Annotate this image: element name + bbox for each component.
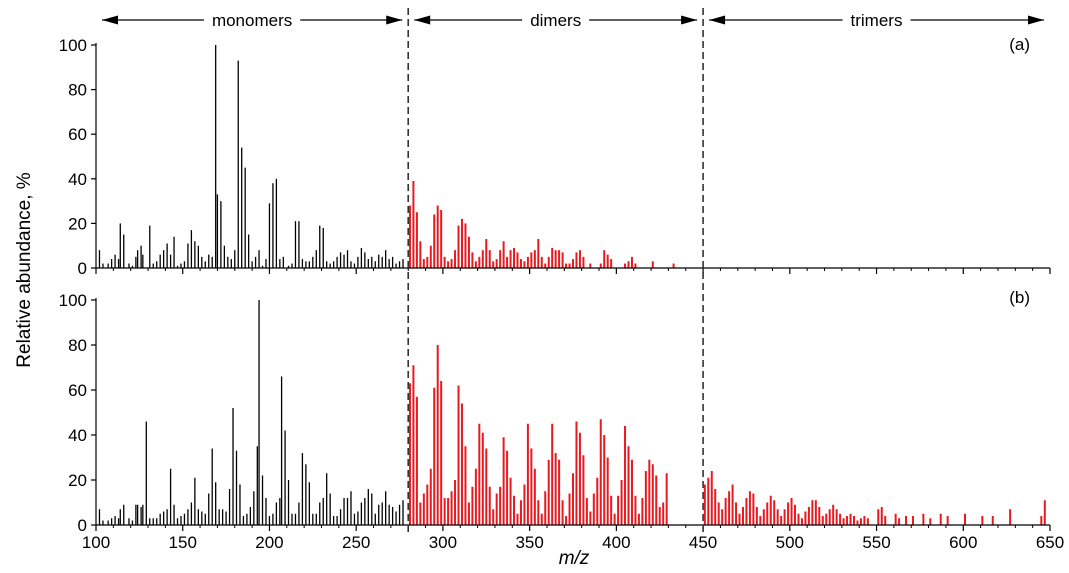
region-label-dimers: dimers: [530, 11, 581, 30]
x-tick-label-100: 100: [82, 533, 110, 552]
y-tick-label-a-20: 20: [68, 214, 87, 233]
x-tick-label-550: 550: [862, 533, 890, 552]
x-tick-label-200: 200: [255, 533, 283, 552]
y-tick-label-b-80: 80: [68, 336, 87, 355]
x-tick-label-350: 350: [515, 533, 543, 552]
x-tick-label-150: 150: [169, 533, 197, 552]
bars-layer: [98, 45, 1046, 525]
x-tick-label-650: 650: [1036, 533, 1064, 552]
region-label-monomers: monomers: [212, 11, 292, 30]
region-arrowhead-left-dimers: [414, 15, 431, 25]
y-tick-label-a-40: 40: [68, 170, 87, 189]
region-arrowhead-left-trimers: [709, 15, 726, 25]
x-tick-label-450: 450: [689, 533, 717, 552]
y-tick-label-a-100: 100: [59, 36, 87, 55]
region-arrowhead-right-trimers: [1028, 15, 1044, 25]
panel-b-label: (b): [1009, 288, 1030, 307]
region-arrowhead-right-monomers: [386, 15, 403, 25]
y-tick-label-b-40: 40: [68, 426, 87, 445]
x-tick-label-400: 400: [602, 533, 630, 552]
y-tick-label-a-80: 80: [68, 81, 87, 100]
x-tick-label-600: 600: [949, 533, 977, 552]
text-layer: Relative abundance, % m/z (a) (b) monome…: [14, 11, 1030, 569]
panel-a-label: (a): [1009, 35, 1030, 54]
x-tick-label-250: 250: [342, 533, 370, 552]
y-tick-label-a-0: 0: [78, 259, 87, 278]
y-tick-label-b-20: 20: [68, 471, 87, 490]
region-label-trimers: trimers: [851, 11, 903, 30]
y-tick-label-b-0: 0: [78, 516, 87, 535]
x-tick-label-500: 500: [776, 533, 804, 552]
y-tick-label-b-60: 60: [68, 381, 87, 400]
region-labels-layer: [102, 15, 1044, 25]
region-arrowhead-left-monomers: [102, 15, 118, 25]
x-axis-title: m/z: [559, 548, 590, 568]
y-axis-title: Relative abundance, %: [14, 172, 35, 368]
x-tick-label-300: 300: [429, 533, 457, 552]
region-arrowhead-right-dimers: [681, 15, 698, 25]
y-tick-label-a-60: 60: [68, 125, 87, 144]
y-tick-label-b-100: 100: [59, 291, 87, 310]
